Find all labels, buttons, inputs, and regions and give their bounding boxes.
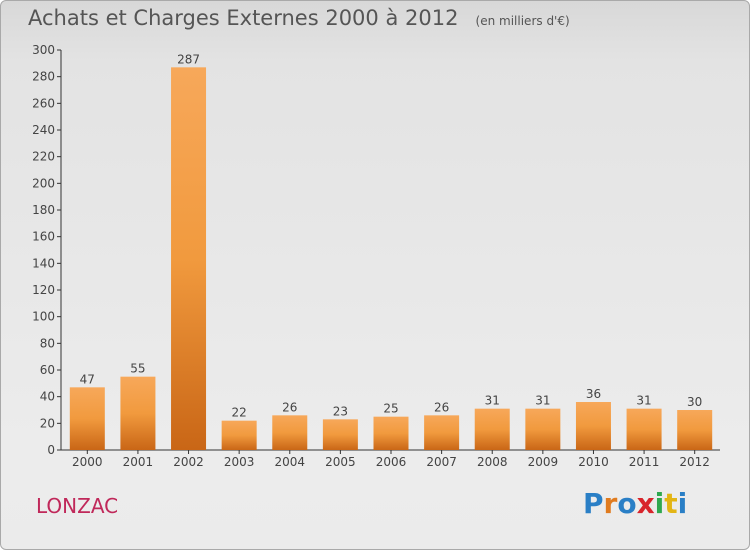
data-label: 31 <box>535 394 550 408</box>
x-tick-label: 2005 <box>325 455 356 469</box>
data-label: 23 <box>333 404 348 418</box>
logo-letter: P <box>583 487 604 520</box>
y-tick-label: 300 <box>32 43 55 57</box>
y-tick-label: 200 <box>32 176 55 190</box>
x-tick-label: 2003 <box>224 455 255 469</box>
y-tick-label: 80 <box>40 336 55 350</box>
logo-letter: t <box>664 487 678 520</box>
x-tick-label: 2001 <box>123 455 154 469</box>
data-label: 26 <box>282 400 297 414</box>
bar <box>221 420 257 450</box>
logo-letter: x <box>636 487 655 520</box>
y-tick-label: 20 <box>40 416 55 430</box>
bar <box>69 387 105 450</box>
bar <box>575 402 611 450</box>
y-tick-label: 240 <box>32 123 55 137</box>
bar <box>677 410 713 450</box>
chart-unit: (en milliers d'€) <box>475 14 570 28</box>
logo-letter: o <box>617 487 637 520</box>
bar <box>525 408 561 450</box>
x-tick-label: 2008 <box>477 455 508 469</box>
data-label: 55 <box>130 362 145 376</box>
commune-name: LONZAC <box>36 494 119 518</box>
x-tick-label: 2009 <box>528 455 559 469</box>
data-label: 287 <box>177 52 200 66</box>
y-tick-label: 120 <box>32 283 55 297</box>
bar <box>272 415 308 450</box>
data-label: 31 <box>485 394 500 408</box>
proxiti-logo: Proxiti <box>583 487 687 520</box>
y-tick-label: 160 <box>32 230 55 244</box>
y-tick-label: 260 <box>32 96 55 110</box>
logo-letter: r <box>603 487 618 520</box>
data-label: 25 <box>383 402 398 416</box>
x-tick-label: 2011 <box>629 455 660 469</box>
bar <box>626 408 662 450</box>
bar <box>474 408 510 450</box>
y-tick-label: 220 <box>32 150 55 164</box>
y-tick-label: 180 <box>32 203 55 217</box>
data-label: 30 <box>687 395 702 409</box>
y-tick-label: 0 <box>47 443 55 457</box>
x-tick-label: 2012 <box>679 455 710 469</box>
data-label: 26 <box>434 400 449 414</box>
data-label: 47 <box>80 372 95 386</box>
bar <box>120 376 156 450</box>
y-tick-label: 100 <box>32 310 55 324</box>
data-label: 36 <box>586 387 601 401</box>
bar <box>322 419 358 450</box>
logo-letter: i <box>654 487 665 520</box>
x-tick-label: 2010 <box>578 455 609 469</box>
x-tick-label: 2007 <box>426 455 457 469</box>
x-tick-label: 2000 <box>72 455 103 469</box>
y-tick-label: 140 <box>32 256 55 270</box>
data-label: 22 <box>232 406 247 420</box>
logo-letter: i <box>677 487 688 520</box>
bar <box>171 67 207 450</box>
y-tick-label: 60 <box>40 363 55 377</box>
bar <box>373 416 409 450</box>
chart-title-block: Achats et Charges Externes 2000 à 2012 (… <box>28 6 570 30</box>
data-label: 31 <box>636 394 651 408</box>
x-tick-label: 2002 <box>173 455 204 469</box>
x-tick-label: 2004 <box>274 455 305 469</box>
x-tick-label: 2006 <box>376 455 407 469</box>
y-tick-label: 280 <box>32 70 55 84</box>
bar <box>424 415 460 450</box>
y-tick-label: 40 <box>40 390 55 404</box>
chart-title: Achats et Charges Externes 2000 à 2012 <box>28 6 459 30</box>
